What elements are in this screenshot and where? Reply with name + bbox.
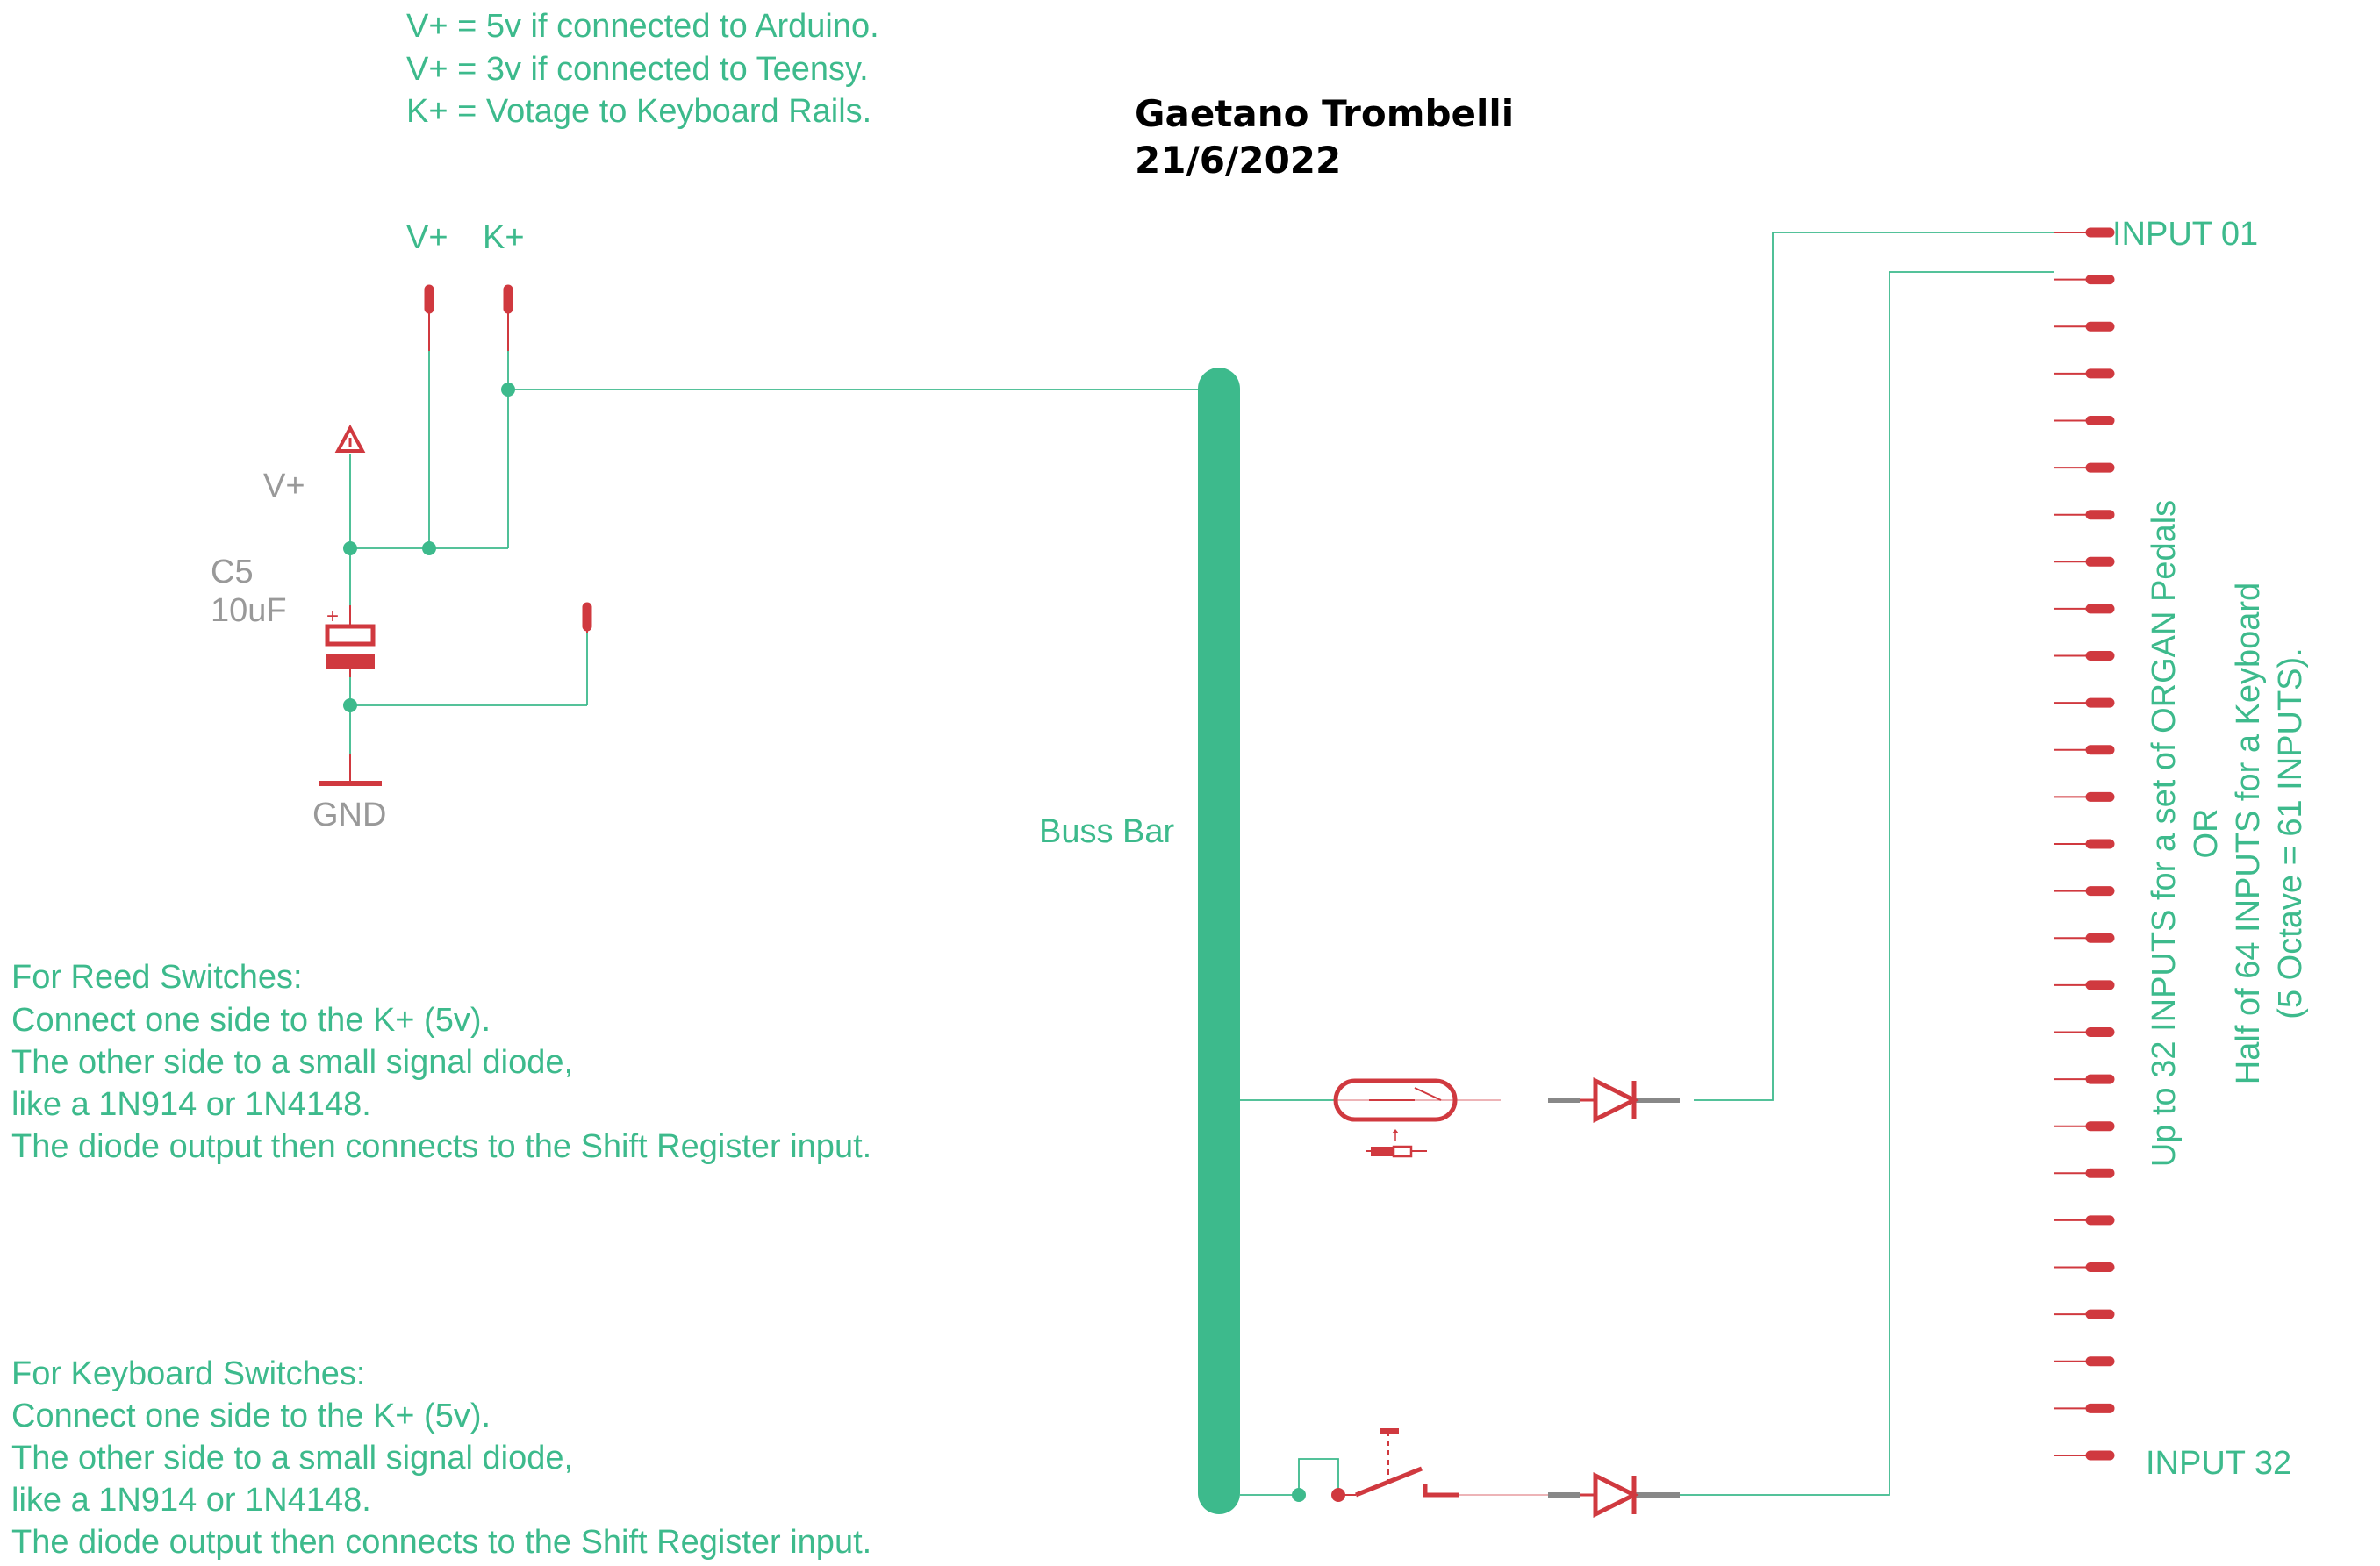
author-name: Gaetano Trombelli <box>1135 92 1514 135</box>
keyboard-instructions: For Keyboard Switches: Connect one side … <box>11 1355 871 1561</box>
reed-instruction-line: like a 1N914 or 1N4148. <box>11 1086 371 1123</box>
vertical-note: Up to 32 INPUTS for a set of ORGAN Pedal… <box>2146 500 2309 1167</box>
connector-label-kplus: K+ <box>483 219 525 256</box>
junction-gnd <box>343 698 357 712</box>
supply-label: V+ <box>263 468 305 504</box>
note-vplus-teensy: V+ = 3v if connected to Teensy. <box>406 51 869 88</box>
ground-label: GND <box>312 797 386 833</box>
reed-instruction-line: For Reed Switches: <box>11 959 303 996</box>
keyboard-instruction-line: like a 1N914 or 1N4148. <box>11 1482 371 1519</box>
reed-switch-circuit <box>1240 1078 1501 1158</box>
reed-instructions: For Reed Switches: Connect one side to t… <box>11 959 871 1165</box>
note-kplus-rails: K+ = Votage to Keyboard Rails. <box>406 93 871 130</box>
vertical-note-line3: Half of 64 INPUTS for a Keyboard <box>2230 583 2267 1084</box>
note-vplus-arduino: V+ = 5v if connected to Arduino. <box>406 8 879 45</box>
vertical-note-line4: (5 Octave = 61 INPUTS). <box>2272 647 2309 1019</box>
reed-diode-icon <box>1548 1076 1680 1124</box>
connector-label-vplus: V+ <box>406 219 448 256</box>
capacitor-polarity: + <box>326 604 339 628</box>
reed-instruction-line: Connect one side to the K+ (5v). <box>11 1002 491 1039</box>
junction-vplus <box>422 541 436 555</box>
buss-bar-label: Buss Bar <box>1039 813 1175 850</box>
input-header <box>2054 227 2115 1461</box>
keyboard-switch-circuit <box>1240 1428 1548 1502</box>
input-first-label: INPUT 01 <box>2112 216 2258 253</box>
junction-kplus <box>501 383 515 397</box>
reed-instruction-line: The diode output then connects to the Sh… <box>11 1128 871 1165</box>
keyboard-instruction-line: The diode output then connects to the Sh… <box>11 1524 871 1561</box>
wire-to-input-01 <box>1694 232 2054 1101</box>
junction-vplus-cap <box>343 541 357 555</box>
keyboard-instruction-line: Connect one side to the K+ (5v). <box>11 1398 491 1434</box>
keyboard-instruction-line: For Keyboard Switches: <box>11 1355 365 1392</box>
capacitor-value: 10uF <box>211 592 287 629</box>
capacitor-name: C5 <box>211 554 254 590</box>
vertical-note-line1: Up to 32 INPUTS for a set of ORGAN Pedal… <box>2146 500 2183 1167</box>
power-wires <box>349 351 1215 783</box>
reed-instruction-line: The other side to a small signal diode, <box>11 1044 573 1081</box>
wire-to-input-02 <box>1680 271 2054 1496</box>
author-date: 21/6/2022 <box>1135 139 1341 182</box>
ground-icon <box>319 754 382 786</box>
vertical-note-line2: OR <box>2188 809 2225 859</box>
keyboard-diode-icon <box>1548 1471 1680 1519</box>
capacitor-icon <box>325 605 376 677</box>
input-last-label: INPUT 32 <box>2146 1445 2291 1482</box>
keyboard-instruction-line: The other side to a small signal diode, <box>11 1440 573 1477</box>
supply-triangle-icon <box>334 424 366 453</box>
